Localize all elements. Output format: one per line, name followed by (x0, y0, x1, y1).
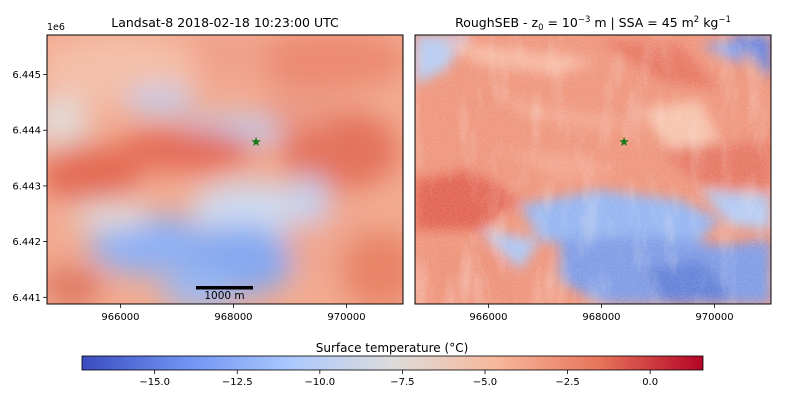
landsat-y-tick-label: 6.442 (12, 237, 41, 248)
title-superscript: 2 (694, 15, 699, 25)
roughseb-x-tick-label: 968000 (582, 312, 620, 323)
landsat-y-tick-label: 6.443 (12, 181, 41, 192)
roughseb-heatmap (415, 35, 771, 304)
landsat-y-tick-label: 6.444 (12, 126, 41, 137)
colorbar-tick-label: −2.5 (555, 377, 579, 388)
roughseb-title: RoughSEB - z0 = 10−3 m | SSA = 45 m2 kg−… (455, 15, 731, 33)
roughseb-x-tick-label: 966000 (469, 312, 507, 323)
axis-ticks: 966000 968000 970000 6.441 6.442 6.443 6.444 6.… (12, 70, 733, 323)
landsat-x-tick-label: 966000 (101, 312, 139, 323)
scale-bar-label: 1000 m (204, 290, 244, 302)
roughseb-x-tick-label: 970000 (695, 312, 733, 323)
landsat-title: Landsat-8 2018-02-18 10:23:00 UTC (111, 15, 339, 30)
location-star-marker (251, 136, 261, 146)
landsat-heatmap (47, 35, 403, 304)
colorbar-tick-label: −7.5 (390, 377, 414, 388)
roughseb-panel (414, 34, 772, 305)
colorbar-label: Surface temperature (°C) (316, 341, 469, 355)
title-part: = 10 (544, 15, 578, 30)
scale-bar (196, 286, 253, 290)
colorbar-tick-label: 0.0 (642, 377, 658, 388)
landsat-x-tick-label: 970000 (327, 312, 365, 323)
title-subscript: 0 (538, 23, 543, 33)
colorbar-tick-label: −5.0 (473, 377, 497, 388)
title-part: RoughSEB - z (455, 15, 538, 30)
y-axis-offset-label: 1e6 (47, 22, 65, 33)
colorbar-tick-label: −12.5 (222, 377, 253, 388)
landsat-x-tick-label: 968000 (214, 312, 252, 323)
title-part: kg (699, 15, 718, 30)
location-star-marker (619, 136, 629, 146)
colorbar-tick-label: −10.0 (305, 377, 336, 388)
landsat-panel: 1000 m (46, 34, 404, 305)
colorbar (81, 355, 704, 371)
colorbar-tick-label: −15.0 (139, 377, 170, 388)
landsat-y-tick-label: 6.445 (12, 70, 41, 81)
title-part: m | SSA = 45 m (590, 15, 693, 30)
title-superscript: −3 (578, 15, 591, 25)
landsat-y-tick-label: 6.441 (12, 293, 41, 304)
colorbar-ticks: −15.0 −12.5 −10.0 −7.5 −5.0 −2.5 0.0 (139, 370, 658, 388)
title-superscript: −1 (718, 15, 731, 25)
